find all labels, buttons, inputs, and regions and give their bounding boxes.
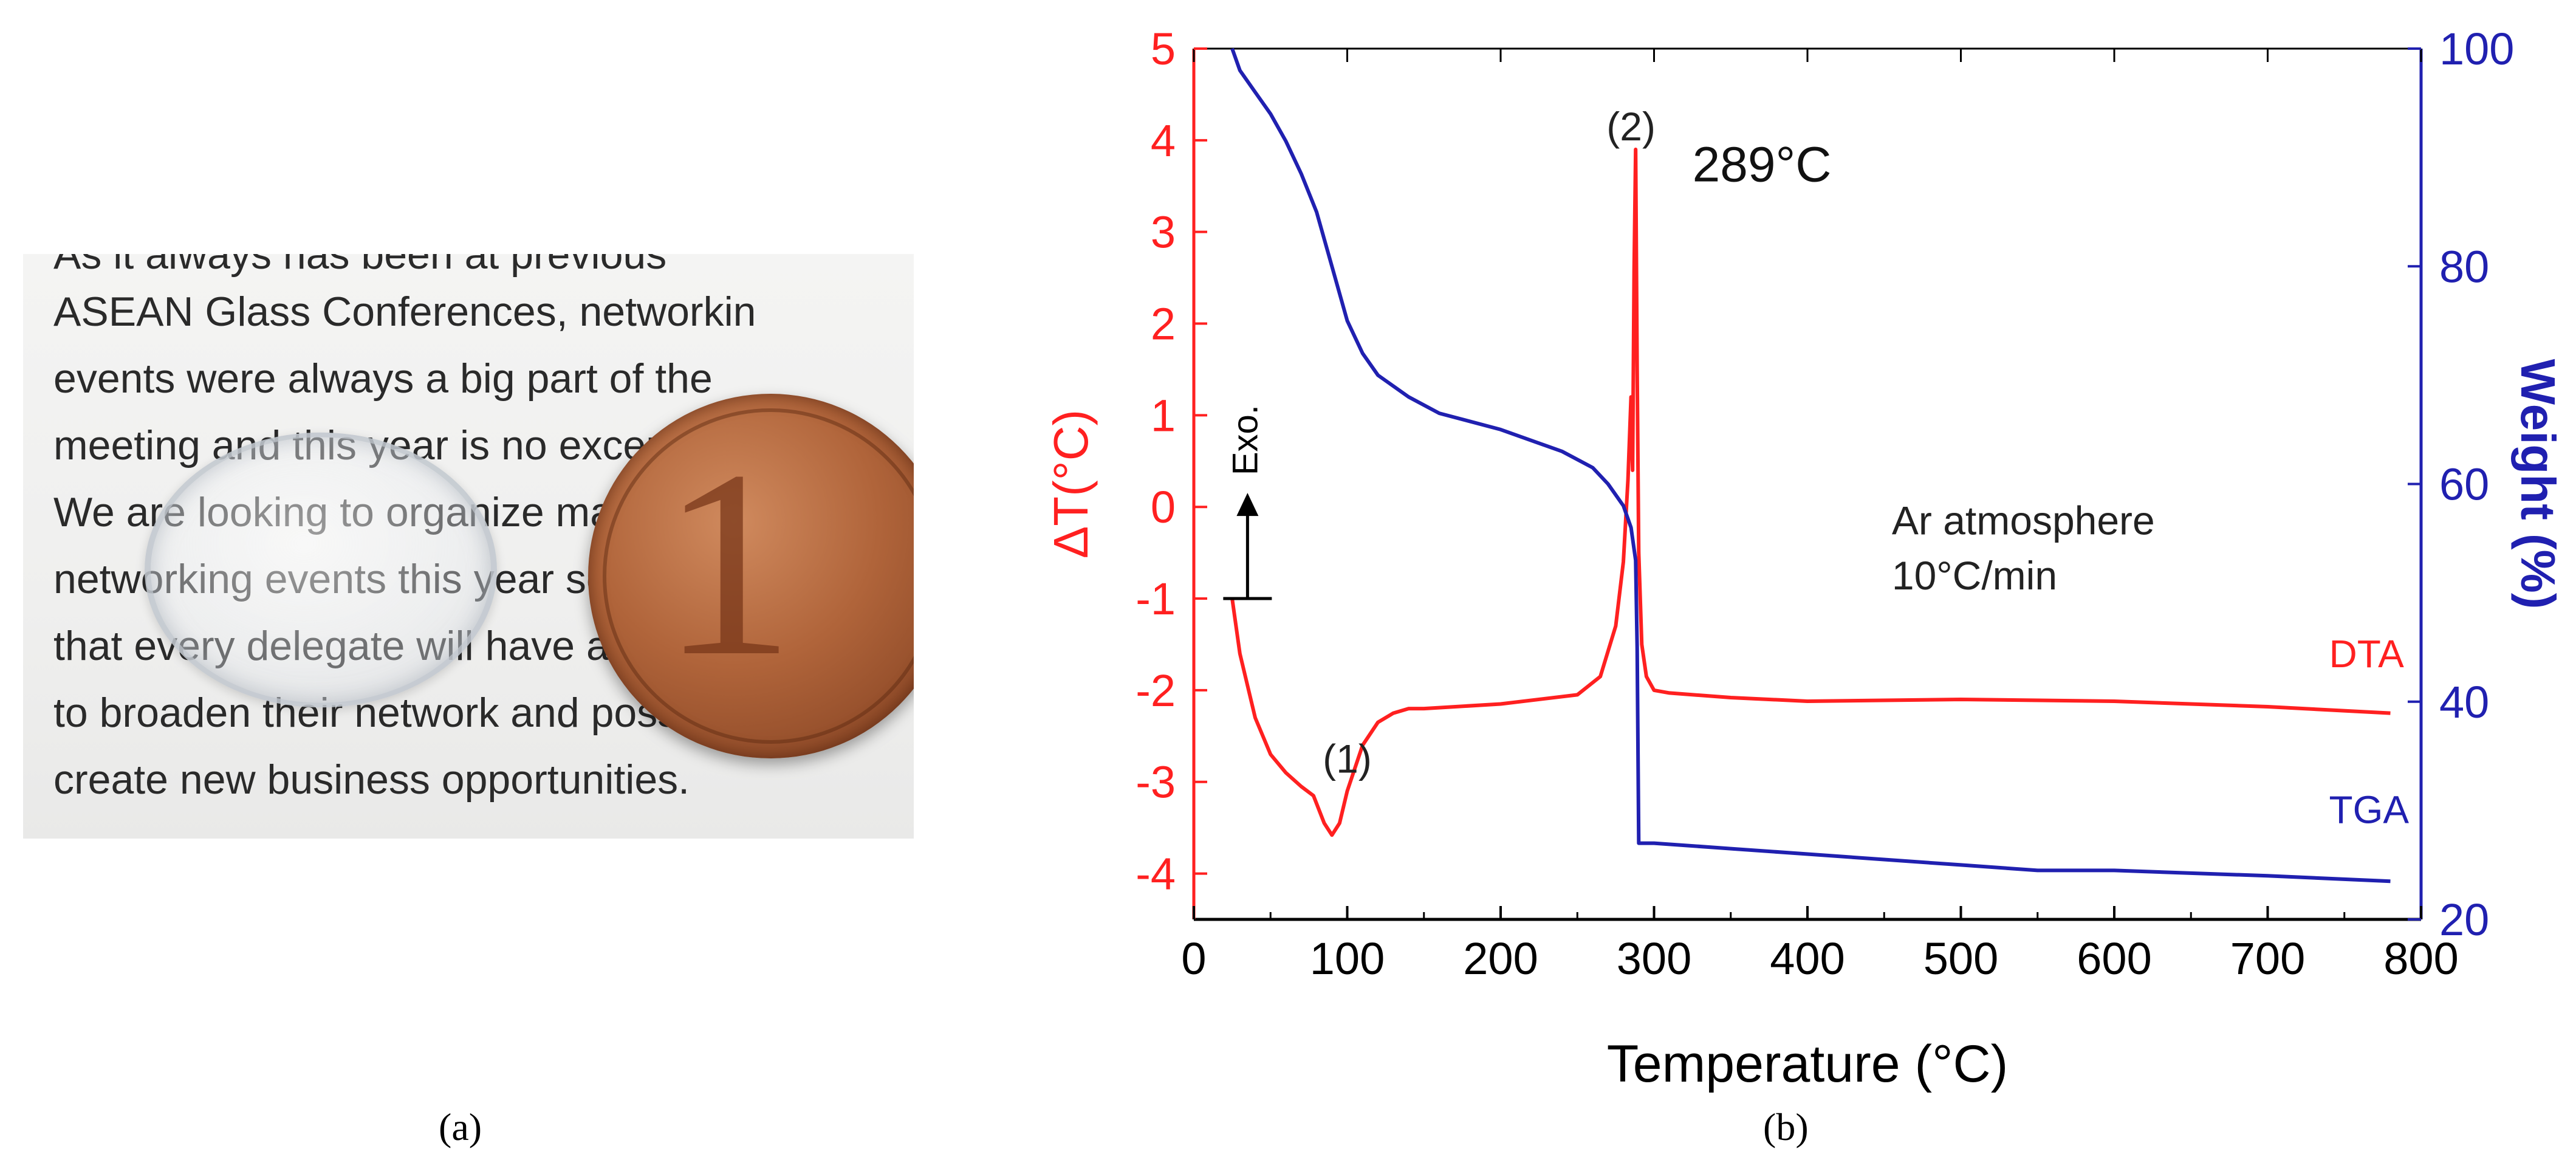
exo-arrow-head — [1236, 493, 1259, 517]
photo-text-line: create new business opportunities. — [53, 757, 690, 803]
atmosphere-note: Ar atmosphere — [1892, 498, 2155, 543]
tga-series-line — [1230, 47, 2391, 884]
coin-rim — [603, 408, 914, 744]
y-tick-label: 4 — [1151, 115, 1176, 166]
glass-disc — [145, 432, 497, 708]
sample-photo: As it always has been at previous ASEAN … — [23, 254, 914, 839]
y-tick-label: -2 — [1136, 665, 1176, 716]
photo-text-line: As it always has been at previous — [53, 254, 667, 278]
y2-tick-label: 40 — [2439, 677, 2489, 727]
x-tick-label: 500 — [1923, 933, 1998, 984]
peak-2-temperature: 289°C — [1693, 137, 1832, 193]
coin-denomination: 1 — [661, 416, 795, 712]
y-tick-label: 2 — [1151, 299, 1176, 349]
x-tick-label: 800 — [2383, 933, 2458, 984]
tga-series-label: TGA — [2329, 788, 2410, 832]
y-tick-label: -1 — [1136, 574, 1176, 624]
x-tick-label: 300 — [1617, 933, 1691, 984]
x-tick-label: 200 — [1463, 933, 1538, 984]
y2-tick-label: 100 — [2439, 24, 2514, 74]
y2-axis-label: Weight (%) — [2511, 359, 2565, 609]
photo-text-line: ASEAN Glass Conferences, networkin — [53, 289, 756, 335]
peak-2-label: (2) — [1606, 104, 1656, 149]
y2-tick-label: 80 — [2439, 241, 2489, 292]
photo-text-line: events were always a big part of the — [53, 355, 713, 402]
y-tick-label: -4 — [1136, 849, 1176, 899]
chart-series — [1230, 47, 2391, 884]
x-tick-label: 600 — [2077, 933, 2151, 984]
chart-axes: 0 100 200 300 400 500 600 700 800 -4 -3 -2 -1 0 1 2 3 4 5 2… — [1044, 24, 2565, 1093]
x-tick-label: 700 — [2230, 933, 2305, 984]
peak-1-label: (1) — [1323, 736, 1372, 781]
x-tick-label: 400 — [1770, 933, 1845, 984]
y-tick-label: -3 — [1136, 757, 1176, 808]
y-tick-label: 1 — [1151, 390, 1176, 441]
euro-cent-coin: 1 — [588, 394, 914, 758]
y-tick-label: 3 — [1151, 207, 1176, 258]
y2-tick-label: 60 — [2439, 459, 2489, 510]
dta-series-label: DTA — [2329, 632, 2405, 676]
caption-a: (a) — [439, 1105, 482, 1148]
heating-rate-note: 10°C/min — [1892, 553, 2057, 598]
y-tick-label: 0 — [1151, 482, 1176, 532]
caption-b: (b) — [1763, 1105, 1809, 1148]
y-tick-label: 5 — [1151, 24, 1176, 74]
exo-label: Exo. — [1225, 405, 1265, 475]
y-axis-label: ΔT(°C) — [1044, 410, 1098, 558]
chart-annotations: (1) (2) 289°C Ar atmosphere 10°C/min DTA TGA Ex… — [1223, 104, 2409, 832]
x-tick-label: 0 — [1181, 933, 1206, 984]
dta-series-line — [1230, 147, 2391, 837]
x-axis-label: Temperature (°C) — [1607, 1035, 2008, 1093]
x-tick-label: 100 — [1310, 933, 1385, 984]
photo-text-line: to broaden their network and possibly — [53, 690, 741, 736]
y2-tick-label: 20 — [2439, 894, 2489, 945]
